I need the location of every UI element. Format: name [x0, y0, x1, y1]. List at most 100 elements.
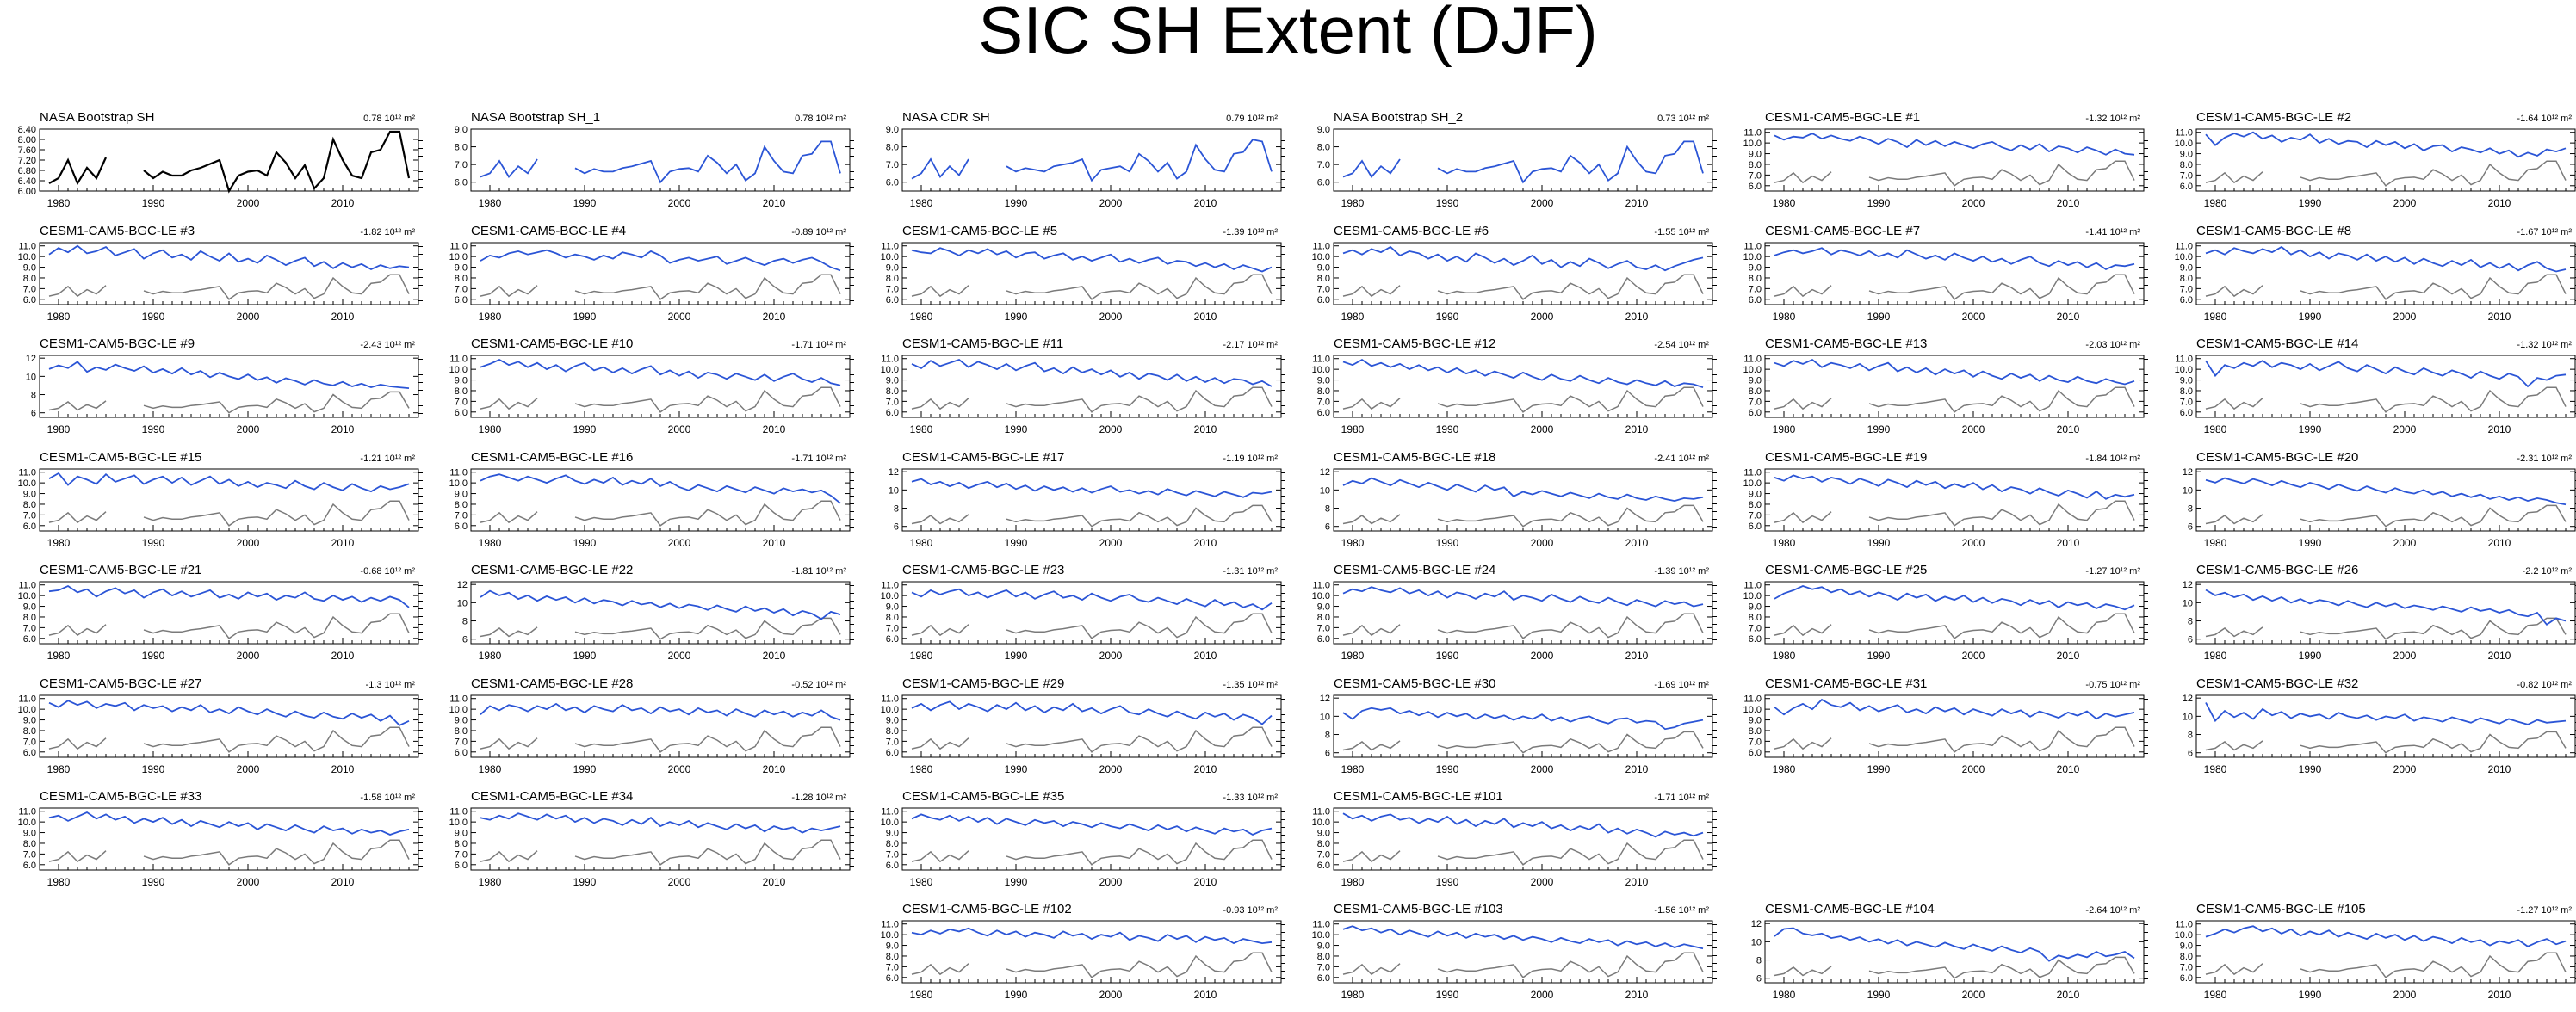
y-tick-label: 8.0 — [1317, 839, 1330, 849]
chart-panel: NASA Bootstrap SH_2 0.73 10¹² m² 6.0 7.0 8.0… — [1317, 108, 1762, 220]
y-tick-label: 9.0 — [886, 941, 899, 952]
y-tick-label: 8.0 — [886, 386, 899, 397]
panel-title: CESM1-CAM5-BGC-LE #8 — [2196, 224, 2351, 238]
plot-frame — [470, 694, 851, 758]
y-tick-label: 6.0 — [23, 748, 36, 758]
series-line — [2205, 477, 2567, 506]
x-tick-label: 2010 — [1625, 650, 1649, 662]
y-tick-label: 8.0 — [1749, 500, 1762, 510]
x-tick-label: 1990 — [142, 197, 165, 209]
y-tick-label: 10.0 — [1743, 705, 1762, 715]
x-tick-label: 1990 — [1005, 537, 1028, 549]
series-line — [1342, 586, 1704, 608]
trend-label: -1.28 10¹² m² — [791, 793, 846, 803]
y-tick-label: 6.0 — [886, 408, 899, 418]
x-tick-label: 2010 — [1625, 989, 1649, 1001]
y-tick-label: 11.0 — [2175, 920, 2193, 930]
trend-label: -1.32 10¹² m² — [2517, 340, 2572, 350]
y-tick-label: 9.0 — [23, 716, 36, 726]
y-tick-label: 9.0 — [455, 829, 468, 839]
obs-reference-line — [2205, 731, 2567, 754]
y-tick-label: 6.0 — [1749, 182, 1762, 192]
obs-reference-line — [1774, 726, 2135, 753]
y-tick-label: 6.0 — [2180, 973, 2193, 984]
series-line — [2205, 589, 2567, 626]
chart-panel: CESM1-CAM5-BGC-LE #24 -1.39 10¹² m² 6.0 7.0… — [1312, 561, 1762, 673]
y-tick-label: 9.0 — [1749, 263, 1762, 274]
y-tick-label: 9.0 — [2180, 941, 2193, 952]
x-tick-label: 1980 — [910, 537, 933, 549]
y-tick-label: 9.0 — [1749, 602, 1762, 613]
panel-title: CESM1-CAM5-BGC-LE #17 — [902, 450, 1064, 465]
y-tick-label: 12 — [2183, 467, 2193, 478]
y-tick-label: 7.0 — [886, 737, 899, 747]
series-line — [48, 361, 410, 389]
chart-panel: CESM1-CAM5-BGC-LE #9 -2.43 10¹² m² 6 8 10 12 1… — [26, 335, 468, 447]
x-tick-label: 2010 — [763, 876, 786, 888]
x-tick-label: 1990 — [2299, 763, 2322, 775]
y-tick-label: 6.0 — [1317, 295, 1330, 305]
y-tick-label: 8.0 — [23, 274, 36, 284]
x-tick-label: 2010 — [1625, 763, 1649, 775]
x-tick-label: 1990 — [1436, 876, 1459, 888]
y-tick-label: 6.0 — [455, 178, 468, 188]
y-tick-label: 6.0 — [2180, 182, 2193, 192]
obs-reference-line — [1774, 386, 2135, 413]
y-tick-label: 7.0 — [886, 962, 899, 972]
y-tick-label: 8.0 — [1317, 386, 1330, 397]
y-tick-label: 10.0 — [449, 252, 468, 262]
y-tick-label: 8.0 — [1749, 726, 1762, 737]
obs-reference-line — [48, 613, 410, 639]
series-line — [1342, 925, 1704, 950]
x-tick-label: 2000 — [1962, 650, 1985, 662]
plot-frame — [39, 807, 419, 871]
y-tick-label: 10 — [457, 598, 468, 608]
x-tick-label: 2000 — [1962, 537, 1985, 549]
y-tick-label: 6 — [2188, 522, 2193, 533]
y-tick-label: 7.0 — [1317, 284, 1330, 294]
x-tick-label: 1980 — [1773, 537, 1796, 549]
obs-reference-line — [2205, 386, 2567, 413]
x-tick-label: 2010 — [2057, 650, 2080, 662]
panel-title: CESM1-CAM5-BGC-LE #2 — [2196, 110, 2351, 125]
obs-reference-line — [2205, 952, 2567, 978]
chart-svg: NASA Bootstrap SH_1 0.78 10¹² m² 6.0 7.0 8.0… — [455, 110, 854, 209]
x-tick-label: 2000 — [2393, 650, 2417, 662]
y-tick-label: 10.0 — [2175, 365, 2193, 375]
y-tick-label: 7.0 — [23, 623, 36, 633]
y-tick-label: 6 — [31, 409, 36, 419]
trend-label: -1.27 10¹² m² — [2517, 905, 2572, 916]
y-tick-label: 6.0 — [1317, 178, 1330, 188]
y-tick-label: 9.0 — [23, 602, 36, 613]
panel-title: CESM1-CAM5-BGC-LE #19 — [1765, 450, 1927, 465]
panel-title: CESM1-CAM5-BGC-LE #4 — [471, 224, 626, 238]
x-tick-label: 1980 — [1773, 650, 1796, 662]
y-tick-label: 6.80 — [18, 166, 36, 176]
x-tick-label: 1980 — [47, 197, 71, 209]
chart-panel: CESM1-CAM5-BGC-LE #104 -2.64 10¹² m² 6 8 10 1… — [1751, 900, 2194, 1012]
y-tick-label: 10 — [889, 485, 899, 496]
x-tick-label: 1980 — [910, 989, 933, 1001]
obs-reference-line — [1774, 160, 2135, 187]
y-tick-label: 7.0 — [886, 284, 899, 294]
y-tick-label: 7.0 — [455, 737, 468, 747]
obs-reference-line — [1342, 731, 1704, 754]
chart-svg: CESM1-CAM5-BGC-LE #33 -1.58 10¹² m² 6.07.0… — [18, 789, 423, 888]
panel-title: CESM1-CAM5-BGC-LE #102 — [902, 902, 1072, 916]
y-tick-label: 8.00 — [18, 135, 36, 145]
y-tick-label: 7.0 — [23, 849, 36, 860]
panel-title: CESM1-CAM5-BGC-LE #13 — [1765, 336, 1927, 351]
x-tick-label: 2010 — [2488, 763, 2511, 775]
y-tick-label: 8.0 — [886, 613, 899, 623]
y-tick-label: 11.0 — [449, 242, 468, 252]
plot-frame — [901, 242, 1282, 305]
series-line — [1342, 707, 1704, 731]
y-tick-label: 11.0 — [1312, 581, 1330, 591]
x-tick-label: 2010 — [1194, 763, 1217, 775]
obs-reference-line — [480, 274, 841, 300]
x-tick-label: 2010 — [331, 311, 355, 323]
y-tick-label: 10.0 — [2175, 930, 2193, 941]
x-tick-label: 1980 — [2204, 537, 2227, 549]
panel-title: NASA Bootstrap SH — [40, 110, 154, 125]
y-tick-label: 8.0 — [886, 839, 899, 849]
